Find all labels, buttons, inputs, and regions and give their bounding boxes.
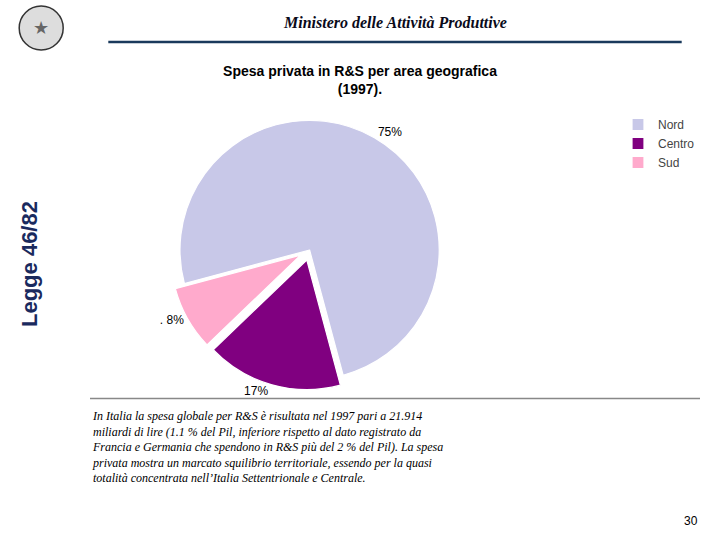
- svg-text:Legge 46/82: Legge 46/82: [17, 201, 42, 327]
- svg-text:17%: 17%: [244, 384, 268, 398]
- svg-text:Ministero delle Attività Produ: Ministero delle Attività Produttive: [283, 14, 507, 31]
- svg-text:Centro: Centro: [658, 137, 694, 151]
- svg-text:★: ★: [33, 18, 49, 38]
- svg-text:30: 30: [684, 514, 698, 528]
- svg-text:Spesa privata in R&S per area: Spesa privata in R&S per area geografica…: [223, 63, 497, 97]
- svg-text:Nord: Nord: [658, 118, 684, 132]
- svg-text:In Italia la spesa globale per: In Italia la spesa globale per R&S è ris…: [92, 409, 443, 485]
- svg-text:. 8%: . 8%: [160, 313, 184, 327]
- svg-text:Sud: Sud: [658, 156, 679, 170]
- svg-text:75%: 75%: [378, 125, 402, 139]
